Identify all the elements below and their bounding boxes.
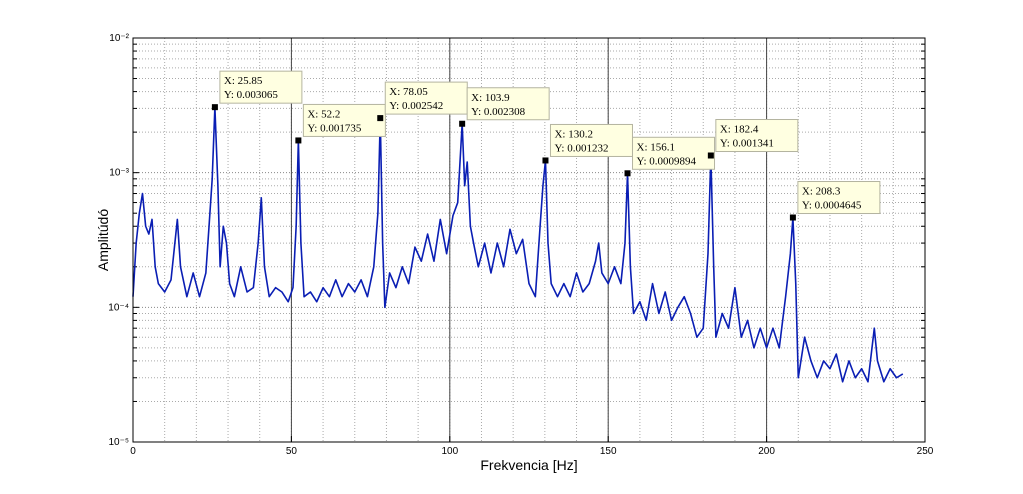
datatip-box <box>219 70 303 104</box>
x-tick-label: 250 <box>917 446 934 457</box>
datatip-marker <box>459 120 466 127</box>
datatip-box <box>632 136 716 170</box>
datatip: X: 182.4 Y: 0.001341 <box>707 119 799 159</box>
y-tick-label: 10⁻⁴ <box>108 302 129 313</box>
datatip-x-label: X: 208.3 <box>802 186 841 198</box>
x-tick-label: 200 <box>758 446 775 457</box>
datatip: X: 156.1 Y: 0.0009894 <box>624 136 716 177</box>
datatip-box <box>466 87 550 121</box>
datatip-x-label: X: 78.05 <box>389 86 428 98</box>
datatip-marker <box>624 170 631 177</box>
datatip-x-label: X: 182.4 <box>720 124 759 136</box>
datatip-marker <box>211 104 218 111</box>
datatip-y-label: Y: 0.003065 <box>224 89 278 101</box>
datatip-x-label: X: 103.9 <box>471 92 510 104</box>
datatip: X: 103.9 Y: 0.002308 <box>459 87 550 127</box>
datatip-marker <box>295 137 302 144</box>
y-tick-label: 10⁻² <box>109 33 129 44</box>
datatip-marker <box>377 115 384 122</box>
datatip-x-label: X: 52.2 <box>307 108 340 120</box>
datatip: X: 208.3 Y: 0.0004645 <box>789 181 881 221</box>
y-tick-label: 10⁻³ <box>109 168 129 179</box>
x-tick-label: 50 <box>286 446 298 457</box>
datatip-box <box>715 119 799 153</box>
datatip-y-label: Y: 0.0009894 <box>637 155 697 167</box>
datatip-y-label: Y: 0.001232 <box>554 142 608 154</box>
datatip-box <box>302 103 386 137</box>
datatip-marker <box>789 214 796 221</box>
x-axis-label: Frekvencia [Hz] <box>480 457 577 473</box>
x-tick-label: 100 <box>441 446 458 457</box>
datatip-y-label: Y: 0.001735 <box>307 122 361 134</box>
datatip-marker <box>542 157 549 164</box>
y-tick-label: 10⁻⁵ <box>108 437 129 448</box>
x-tick-label: 0 <box>130 446 136 457</box>
datatip-box <box>549 123 633 157</box>
datatip: X: 52.2 Y: 0.001735 <box>295 103 386 144</box>
axes-box <box>132 37 926 443</box>
datatip: X: 25.85 Y: 0.003065 <box>211 70 303 111</box>
datatip-y-label: Y: 0.002542 <box>389 100 443 112</box>
x-tick-label: 150 <box>600 446 617 457</box>
datatip-x-label: X: 156.1 <box>637 141 676 153</box>
datatip-y-label: Y: 0.002308 <box>471 106 525 118</box>
datatip-x-label: X: 25.85 <box>224 75 263 87</box>
datatip-marker <box>707 152 714 159</box>
datatip-y-label: Y: 0.0004645 <box>802 200 862 212</box>
spectrum-line <box>132 106 904 383</box>
datatip: X: 130.2 Y: 0.001232 <box>542 123 633 164</box>
y-axis-label: Amplitúdó <box>95 209 111 271</box>
datatip-y-label: Y: 0.001341 <box>720 138 774 150</box>
datatip-box <box>797 181 881 215</box>
datatip-x-label: X: 130.2 <box>554 128 593 140</box>
